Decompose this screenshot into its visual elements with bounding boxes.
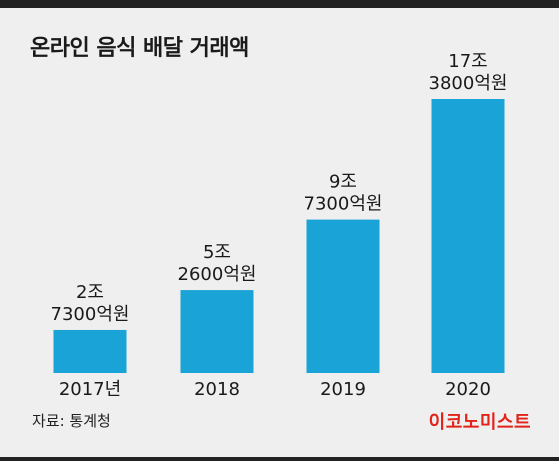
data-label: 17조	[448, 51, 487, 72]
data-label: 9조	[329, 172, 357, 193]
data-label: 3800억원	[429, 73, 508, 94]
bar-2020	[431, 99, 505, 373]
data-label: 2조	[76, 282, 104, 303]
data-label: 5조	[203, 242, 231, 263]
bar-2017년	[53, 329, 127, 373]
brand-logo: 이코노미스트	[428, 412, 531, 433]
top-border	[0, 0, 559, 8]
chart-title: 온라인 음식 배달 거래액	[30, 36, 249, 61]
x-tick-label: 2020	[445, 379, 491, 400]
x-tick-label: 2019	[320, 379, 366, 400]
data-label: 7300억원	[51, 304, 130, 325]
bar-2018	[180, 290, 254, 373]
data-label: 2600억원	[178, 264, 257, 285]
bar-2019	[306, 219, 380, 373]
x-tick-label: 2018	[194, 379, 240, 400]
data-label: 7300억원	[304, 194, 383, 215]
bottom-border	[0, 457, 559, 461]
x-tick-label: 2017년	[59, 379, 121, 400]
source-note: 자료: 통계청	[32, 412, 111, 430]
